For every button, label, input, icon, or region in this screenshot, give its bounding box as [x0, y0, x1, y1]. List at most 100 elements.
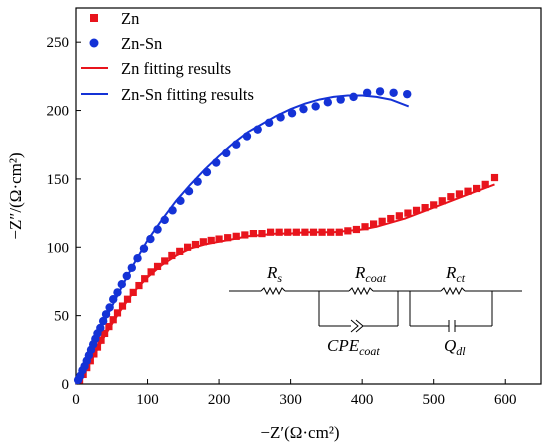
point-zn — [215, 235, 223, 243]
cpe-coat-icon-inner — [355, 319, 364, 333]
point-zn — [387, 214, 395, 223]
point-zn-sn — [105, 303, 114, 312]
point-zn — [93, 343, 102, 351]
legend-marker-zn — [90, 14, 98, 22]
point-zn — [266, 228, 275, 236]
point-zn — [176, 247, 184, 255]
point-zn — [123, 295, 132, 303]
legend-marker-zn-sn — [89, 38, 99, 48]
point-zn — [90, 350, 98, 358]
label-rct: Rct — [445, 263, 466, 285]
point-zn — [168, 251, 176, 260]
x-axis-title: −Z′(Ω·cm²) — [260, 423, 339, 442]
y-tick-label: 150 — [47, 172, 70, 188]
point-zn — [97, 336, 105, 344]
point-zn-sn — [184, 187, 194, 196]
point-zn-sn — [242, 132, 252, 141]
legend: Zn Zn-Sn Zn fitting results Zn-Sn fittin… — [81, 9, 254, 104]
x-tick-label: 300 — [279, 392, 302, 408]
axis-ticks — [75, 41, 506, 385]
point-zn-sn — [311, 102, 320, 111]
legend-label-zn: Zn — [121, 9, 139, 28]
point-zn-sn — [336, 95, 345, 104]
point-zn — [199, 238, 207, 246]
x-tick-label: 500 — [422, 392, 445, 408]
point-zn — [284, 228, 292, 236]
point-zn — [430, 201, 438, 209]
point-zn — [224, 234, 232, 242]
point-zn-sn — [109, 295, 118, 304]
point-zn — [412, 206, 421, 214]
resistor-rs-icon — [260, 286, 286, 296]
point-zn — [129, 288, 137, 296]
label-rcoat: Rcoat — [354, 263, 387, 285]
point-zn-sn — [299, 104, 308, 114]
point-zn — [352, 225, 361, 234]
point-zn — [141, 275, 149, 283]
point-zn-sn — [146, 234, 155, 244]
point-zn — [249, 230, 258, 238]
point-zn — [344, 227, 352, 235]
equivalent-circuit — [229, 286, 522, 333]
point-zn-sn — [113, 288, 122, 297]
y-tick-label: 50 — [54, 309, 69, 325]
point-zn — [207, 236, 215, 245]
point-zn — [191, 240, 200, 249]
axis-tick-labels: 0 100 200 300 400 500 600 0 50 100 150 200 250 — [47, 35, 517, 408]
point-zn-sn — [264, 118, 274, 128]
point-zn — [147, 268, 155, 276]
point-zn — [275, 228, 283, 236]
legend-label-zn-sn-fit: Zn-Sn fitting results — [121, 85, 254, 104]
label-rs: Rs — [266, 263, 282, 285]
point-zn — [309, 228, 318, 236]
point-zn — [118, 302, 127, 310]
point-zn-sn — [139, 244, 149, 253]
point-zn — [447, 193, 455, 201]
point-zn-sn — [276, 113, 285, 122]
point-zn-sn — [101, 310, 111, 319]
point-zn — [241, 231, 249, 239]
legend-label-zn-fit: Zn fitting results — [121, 59, 231, 78]
point-zn-sn — [323, 98, 333, 107]
y-tick-label: 250 — [47, 35, 70, 51]
point-zn — [361, 223, 369, 231]
x-tick-label: 100 — [136, 392, 159, 408]
point-zn — [404, 209, 412, 217]
point-zn — [113, 309, 122, 317]
label-qdl: Qdl — [444, 336, 466, 358]
point-zn — [335, 228, 343, 236]
point-zn — [318, 228, 326, 236]
label-cpe-coat: CPEcoat — [327, 336, 380, 358]
point-zn — [153, 262, 162, 271]
point-zn — [378, 217, 386, 225]
y-tick-label: 100 — [47, 240, 70, 256]
x-tick-label: 200 — [208, 392, 231, 408]
point-zn-sn — [212, 158, 221, 167]
point-zn-sn — [193, 177, 202, 186]
point-zn-sn — [133, 254, 142, 263]
point-zn — [455, 190, 464, 198]
point-zn — [135, 281, 143, 290]
point-zn — [105, 322, 113, 331]
point-zn-sn — [362, 88, 372, 97]
point-zn — [292, 228, 300, 236]
point-zn — [101, 329, 109, 338]
point-zn-sn — [127, 263, 136, 272]
y-tick-label: 200 — [47, 104, 70, 120]
point-zn-sn — [168, 206, 177, 215]
cpe-coat-icon — [350, 319, 359, 333]
point-zn — [421, 204, 429, 212]
legend-label-zn-sn: Zn-Sn — [121, 34, 162, 53]
data-points — [73, 87, 499, 385]
resistor-rct-icon — [440, 286, 466, 296]
plot-frame — [75, 7, 542, 385]
point-zn — [438, 197, 446, 205]
point-zn-sn — [222, 148, 231, 158]
point-zn — [395, 212, 403, 220]
point-zn-sn — [232, 140, 241, 149]
point-zn — [232, 232, 240, 240]
point-zn-sn — [117, 279, 126, 289]
fit-lines — [75, 94, 495, 385]
point-zn — [301, 228, 309, 236]
